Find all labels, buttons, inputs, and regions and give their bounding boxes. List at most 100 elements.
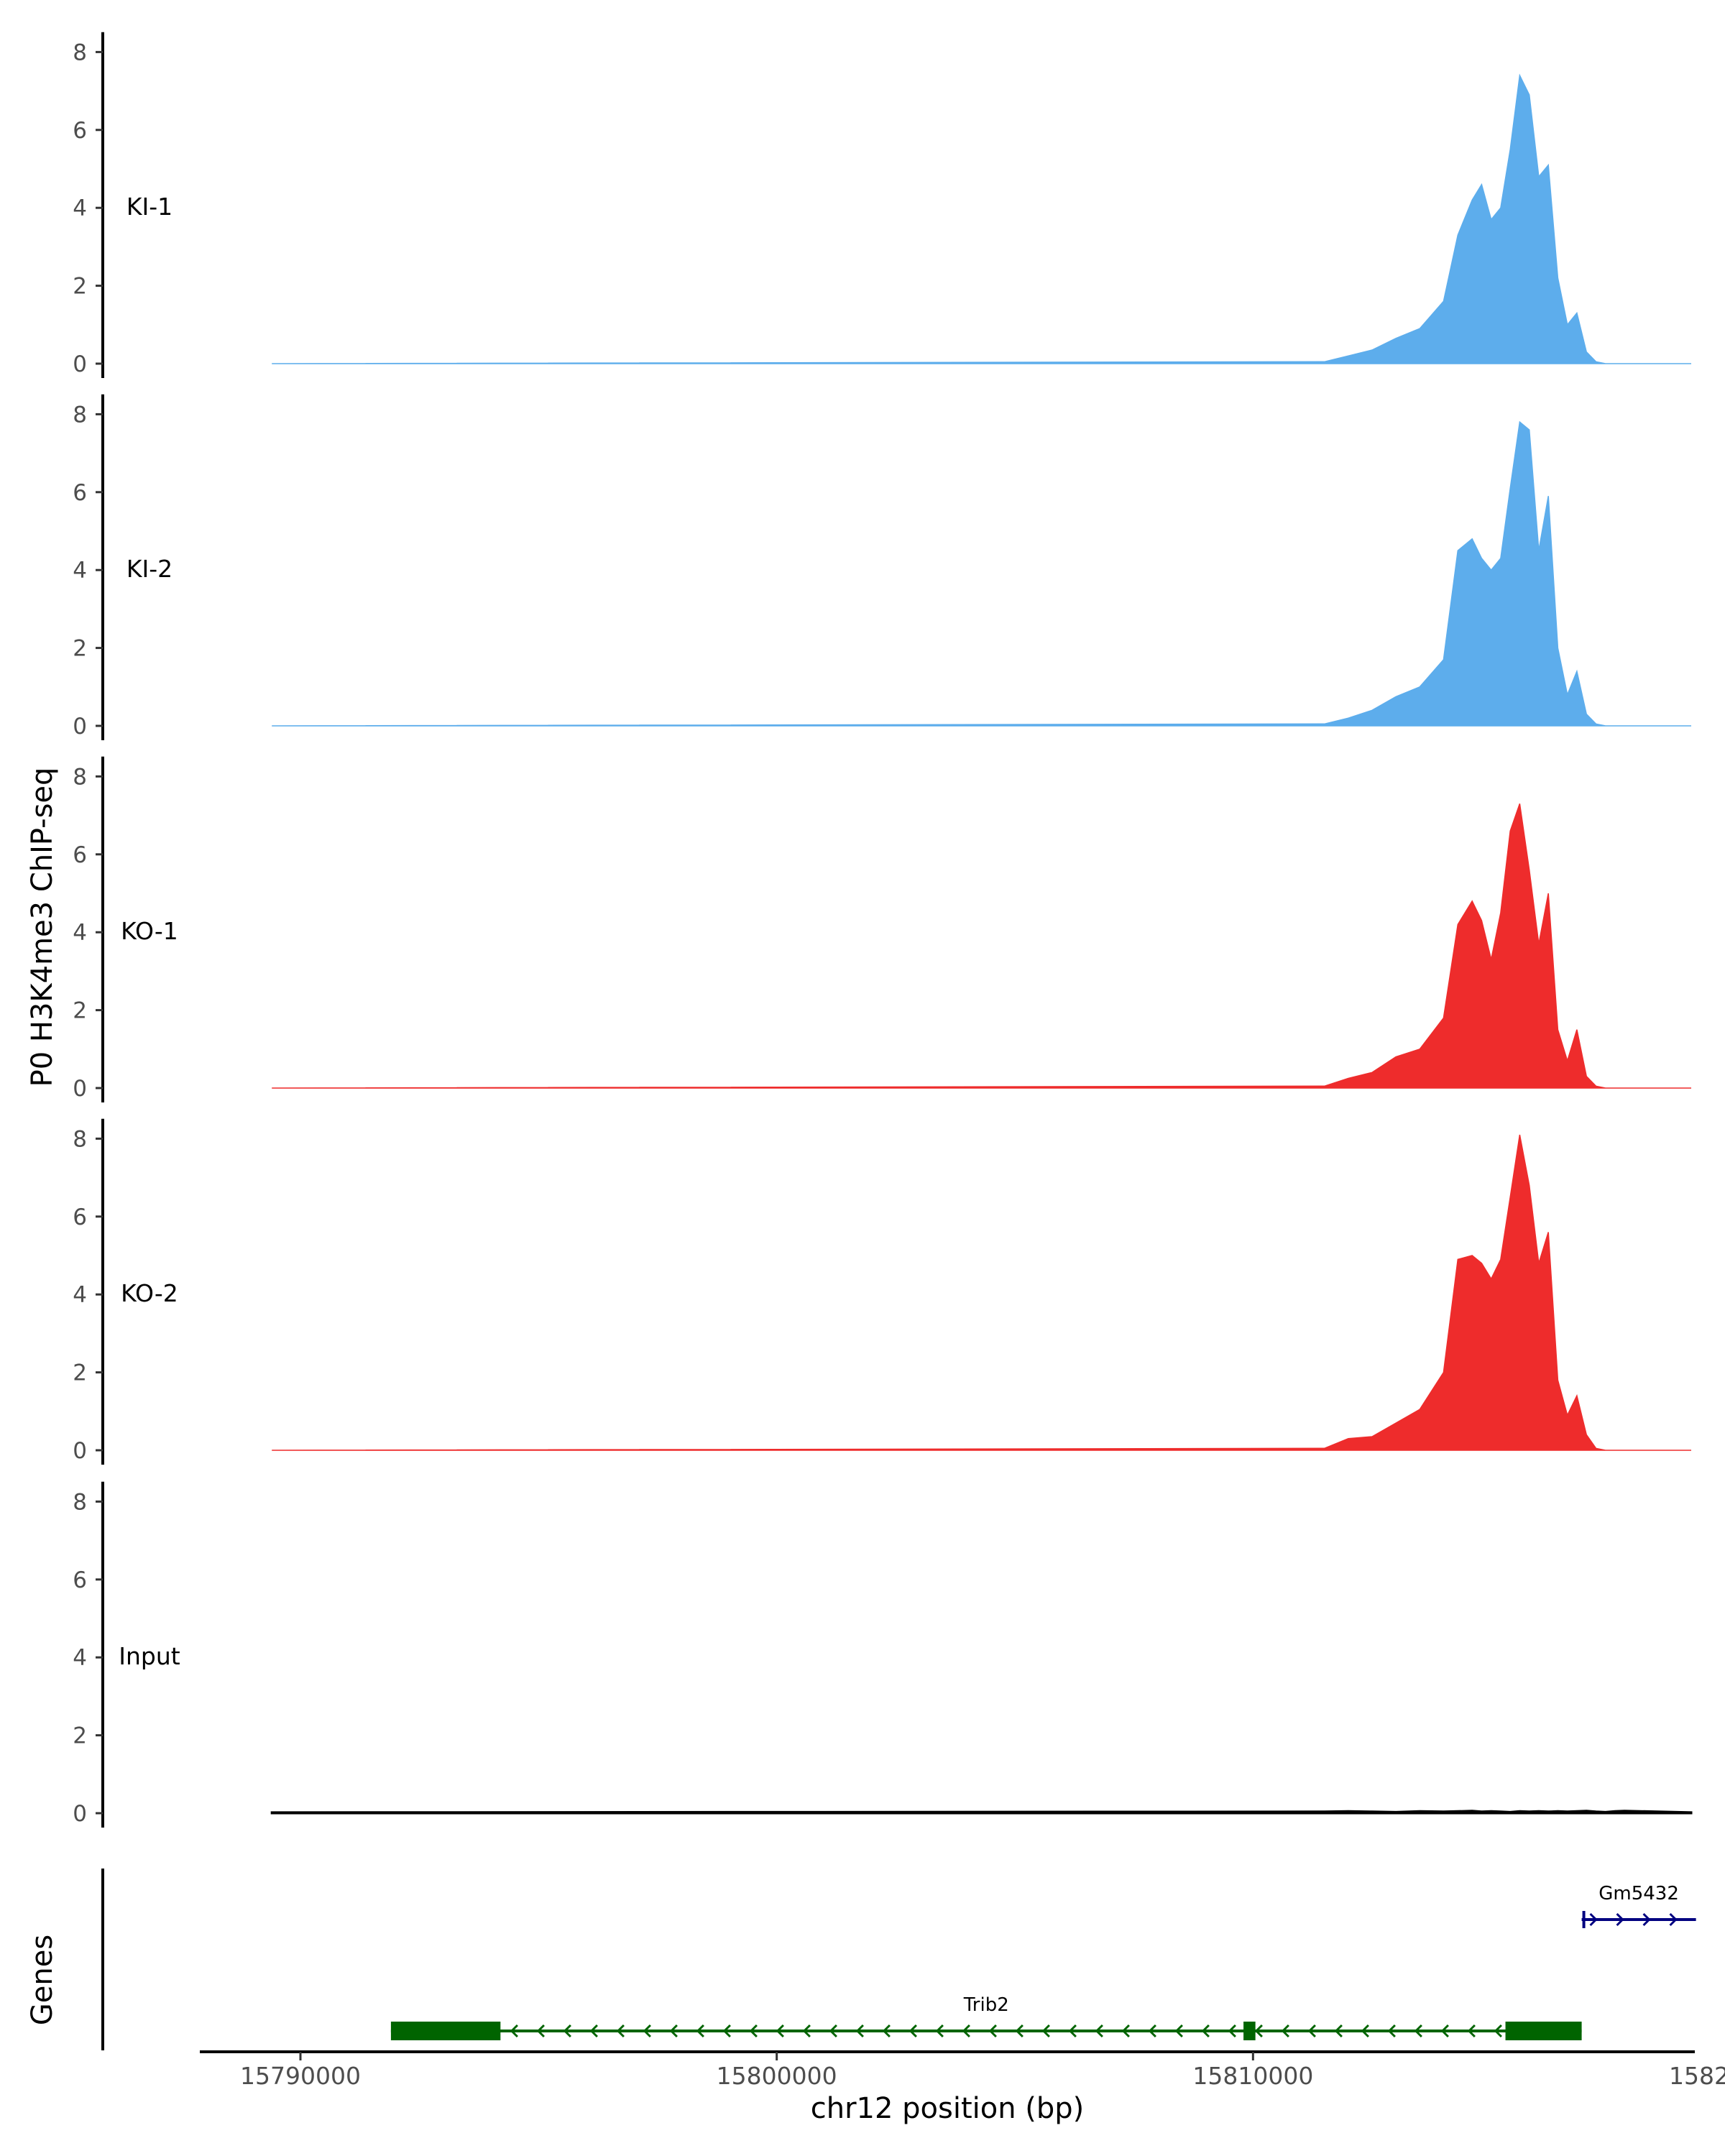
y-tick-label: 8 (73, 40, 87, 65)
track-ki-2: 0 2 4 6 8 KI-2 (73, 394, 1691, 740)
track-label-ki-1: KI-1 (126, 193, 172, 221)
strand-arrow (722, 2024, 731, 2038)
gene-label-gm5432: Gm5432 (1598, 1883, 1679, 1904)
strand-arrow (1616, 1912, 1624, 1927)
y-tick-label: 6 (73, 1204, 87, 1230)
y-tick-label: 8 (73, 764, 87, 790)
strand-arrow (563, 2024, 571, 2038)
signal-area-ki-1 (272, 73, 1691, 364)
strand-arrow (1201, 2024, 1210, 2038)
strand-arrow (1095, 2024, 1103, 2038)
strand-arrow (1589, 1912, 1598, 1927)
y-tick-label: 2 (73, 1360, 87, 1386)
y-tick-label: 6 (73, 1567, 87, 1593)
gene-gm5432: Gm5432 (1581, 1883, 1696, 1928)
strand-arrow (510, 2024, 518, 2038)
y-tick-label: 0 (73, 1438, 87, 1464)
strand-arrow (1494, 2024, 1502, 2038)
track-ko-1: 0 2 4 6 8 KO-1 (73, 756, 1691, 1102)
strand-arrow (1068, 2024, 1077, 2038)
y-tick-label: 2 (73, 998, 87, 1024)
track-label-input: Input (119, 1642, 180, 1670)
signal-area-ki-2 (272, 420, 1691, 727)
strand-arrow (935, 2024, 944, 2038)
y-tick-label: 8 (73, 402, 87, 428)
y-tick-label: 2 (73, 636, 87, 662)
strand-arrow (1307, 2024, 1316, 2038)
y-tick-label: 8 (73, 1126, 87, 1152)
strand-arrow (1361, 2024, 1369, 2038)
strand-arrow (669, 2024, 678, 2038)
strand-arrow (1121, 2024, 1130, 2038)
strand-arrow (536, 2024, 545, 2038)
y-tick-label: 4 (73, 1645, 87, 1671)
x-tick-label: 15800000 (717, 2062, 837, 2090)
track-label-ko-2: KO-2 (121, 1279, 178, 1307)
strand-arrow (1041, 2024, 1050, 2038)
strand-arrow (1281, 2024, 1289, 2038)
x-axis-title: chr12 position (bp) (811, 2092, 1085, 2125)
strand-arrow (696, 2024, 704, 2038)
y-tick-label: 0 (73, 1076, 87, 1102)
signal-area-input (270, 1810, 1693, 1815)
signal-area-ko-1 (272, 803, 1691, 1089)
track-input: 0 2 4 6 8 Input (73, 1481, 1693, 1828)
strand-arrow (855, 2024, 864, 2038)
y-tick-label: 0 (73, 714, 87, 740)
strand-arrow (962, 2024, 970, 2038)
strand-arrow (1148, 2024, 1156, 2038)
strand-arrow (1669, 1912, 1678, 1927)
gene-label-trib2: Trib2 (963, 1994, 1009, 2016)
strand-arrow (1174, 2024, 1183, 2038)
y-tick-label: 2 (73, 274, 87, 300)
track-ki-1: 0 2 4 6 8 KI-1 (73, 32, 1691, 378)
y-tick-label: 2 (73, 1723, 87, 1749)
y-tick-label: 6 (73, 118, 87, 144)
genes-track-title: Genes (26, 1935, 59, 2025)
signal-tracks: 0 2 4 6 8 KI-1 0 2 4 6 8 KI-2 0 2 4 6 8 KO-1 0 2 4 6 8 KO-2 0 2 4 6… (73, 32, 1693, 1828)
track-label-ki-2: KI-2 (126, 555, 172, 583)
y-tick-label: 4 (73, 1282, 87, 1308)
gene-annotation-track: Trib2 Gm5432 (101, 1869, 1696, 2050)
gene-trib2: Trib2 (390, 1994, 1582, 2040)
strand-arrow (1228, 2024, 1236, 2038)
strand-arrow (643, 2024, 651, 2038)
y-tick-label: 8 (73, 1489, 87, 1515)
strand-arrow (749, 2024, 758, 2038)
gene-exon (390, 2022, 501, 2040)
strand-arrow (908, 2024, 917, 2038)
x-axis: 15790000 15800000 15810000 15820000 (200, 2050, 1725, 2090)
strand-arrow (1015, 2024, 1024, 2038)
strand-arrow (988, 2024, 997, 2038)
y-tick-label: 6 (73, 480, 87, 506)
gene-exon (1243, 2022, 1256, 2040)
strand-arrow (1387, 2024, 1396, 2038)
strand-arrow (1440, 2024, 1449, 2038)
strand-arrow (802, 2024, 811, 2038)
x-tick-label: 15810000 (1192, 2062, 1313, 2090)
x-tick-label: 15790000 (240, 2062, 361, 2090)
track-ko-2: 0 2 4 6 8 KO-2 (73, 1118, 1691, 1465)
y-tick-label: 4 (73, 558, 87, 584)
strand-arrow (1334, 2024, 1343, 2038)
strand-arrow (616, 2024, 625, 2038)
strand-arrow (589, 2024, 598, 2038)
strand-arrow (1254, 2024, 1263, 2038)
strand-arrow (1642, 1912, 1651, 1927)
gene-exon (1505, 2022, 1582, 2040)
strand-arrow (882, 2024, 891, 2038)
strand-arrow (1467, 2024, 1476, 2038)
y-axis-title: P0 H3K4me3 ChIP-seq (26, 768, 59, 1087)
track-label-ko-1: KO-1 (121, 917, 178, 945)
y-tick-label: 6 (73, 842, 87, 868)
signal-area-ko-2 (272, 1134, 1691, 1451)
strand-arrow (776, 2024, 784, 2038)
x-tick-label: 15820000 (1669, 2062, 1725, 2090)
y-tick-label: 0 (73, 1801, 87, 1827)
y-tick-label: 4 (73, 920, 87, 946)
y-tick-label: 4 (73, 195, 87, 221)
strand-arrow (829, 2024, 837, 2038)
strand-arrow (1414, 2024, 1422, 2038)
y-tick-label: 0 (73, 351, 87, 377)
